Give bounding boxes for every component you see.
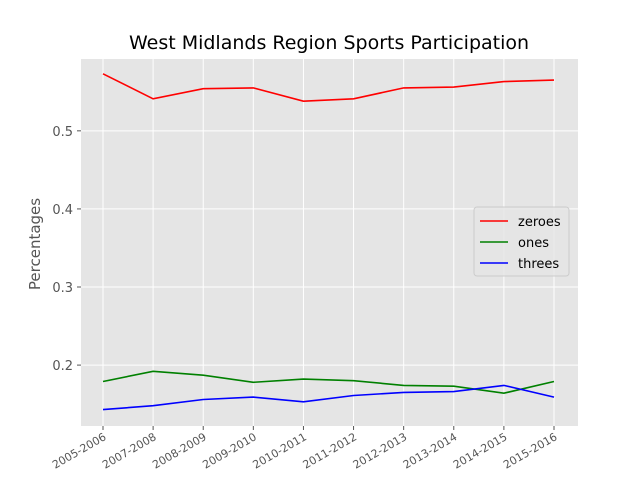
legend-label-threes: threes xyxy=(518,257,559,272)
legend-label-zeroes: zeroes xyxy=(518,215,561,230)
series-lines xyxy=(102,73,555,411)
y-tick-label: 0.5 xyxy=(52,125,73,140)
y-tick-label: 0.4 xyxy=(52,203,73,218)
legend: zeroes ones threes xyxy=(473,206,570,277)
y-axis-label: Percentages xyxy=(26,198,44,290)
series-line-threes xyxy=(102,384,555,411)
x-tick-label: 2011-2012 xyxy=(301,430,359,471)
series-line-zeroes xyxy=(102,73,555,103)
x-tick-label: 2009-2010 xyxy=(200,430,258,471)
x-tick-label: 2008-2009 xyxy=(150,430,208,471)
x-tick-label: 2014-2015 xyxy=(451,430,509,471)
x-tick-label: 2007-2008 xyxy=(100,430,158,471)
legend-box xyxy=(473,206,570,277)
x-tick-label: 2005-2006 xyxy=(50,430,108,471)
x-tick-label: 2015-2016 xyxy=(501,430,559,471)
x-tick-label: 2013-2014 xyxy=(401,430,459,471)
chart-title: West Midlands Region Sports Participatio… xyxy=(129,32,529,54)
x-tick-label: 2012-2013 xyxy=(351,430,409,471)
legend-label-ones: ones xyxy=(518,236,549,251)
x-axis-ticks: 2005-20062007-20082008-20092009-20102010… xyxy=(50,426,560,472)
y-axis-ticks: 0.2 0.3 0.4 0.5 xyxy=(52,125,81,374)
y-tick-label: 0.3 xyxy=(52,281,73,296)
x-tick-label: 2010-2011 xyxy=(251,430,309,471)
series-line-ones xyxy=(102,370,555,395)
y-tick-label: 0.2 xyxy=(52,359,73,374)
